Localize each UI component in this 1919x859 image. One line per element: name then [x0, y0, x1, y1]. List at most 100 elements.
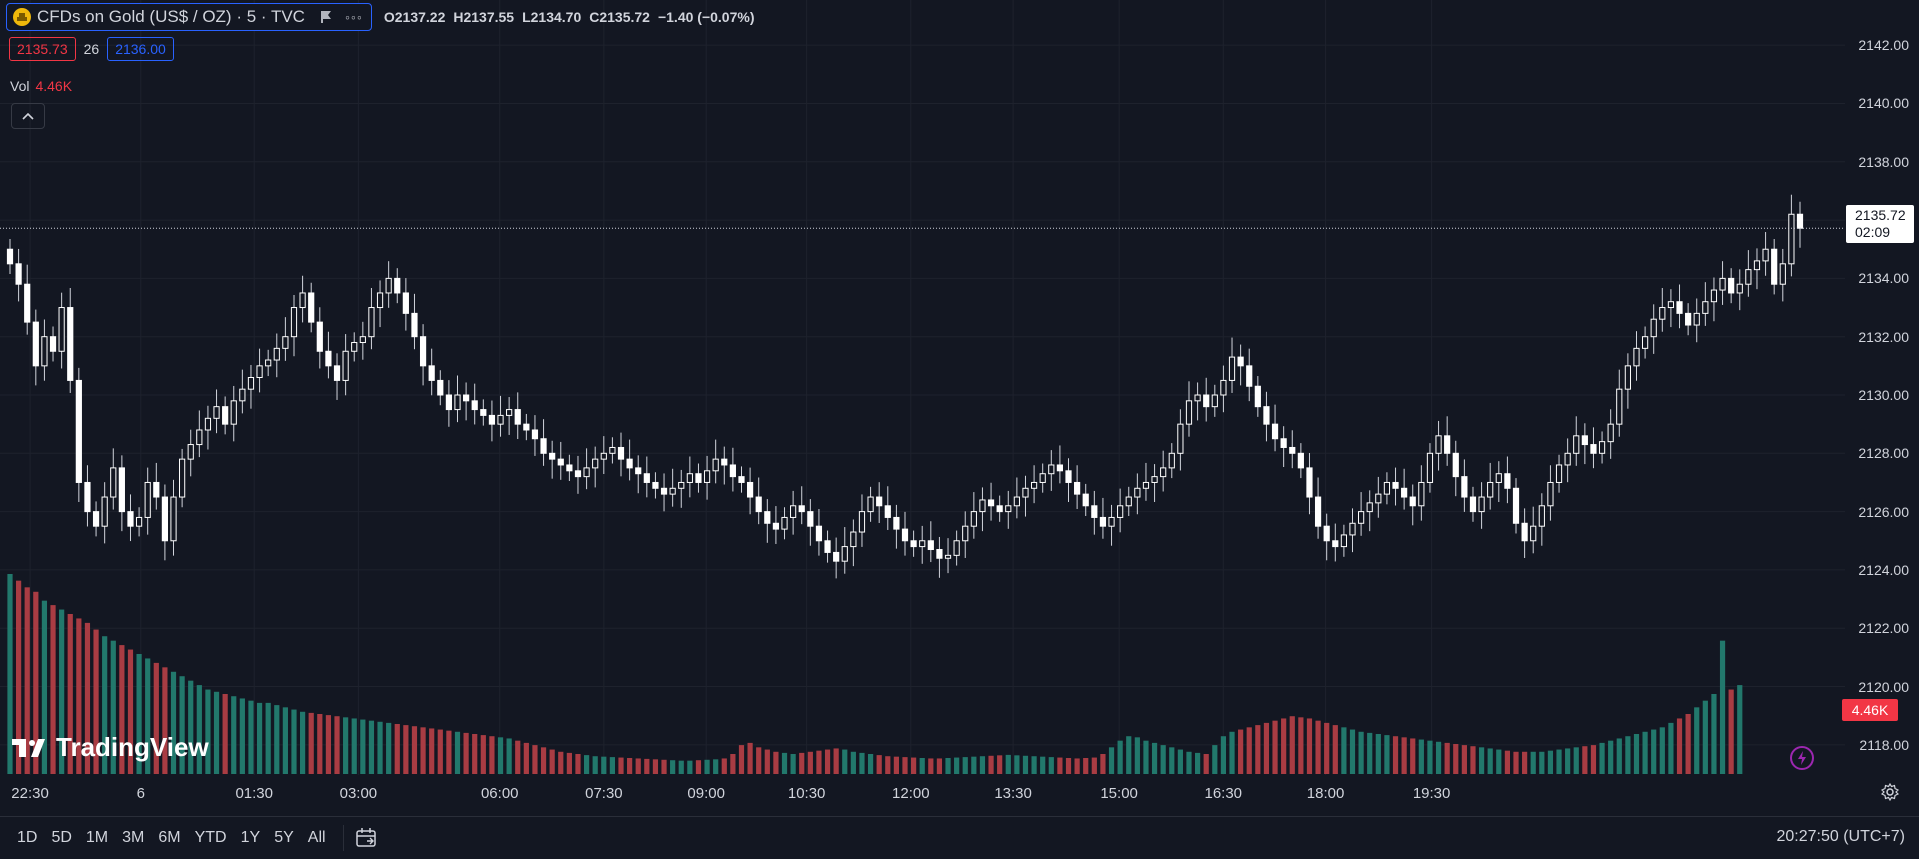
- candle-body: [342, 350, 349, 381]
- range-button-all[interactable]: All: [307, 829, 326, 846]
- candle-body: [1349, 522, 1356, 536]
- price-tick-label: 2134.00: [1858, 270, 1909, 287]
- candle-body: [626, 458, 633, 469]
- volume-bar: [1513, 751, 1519, 774]
- volume-bar: [1608, 740, 1614, 774]
- volume-bar: [1272, 720, 1278, 774]
- time-axis[interactable]: 22:30 6 01:30 03:00 06:00 07:30 09:00 10:30 12:0…: [0, 775, 1845, 815]
- volume-bar: [1435, 741, 1442, 774]
- candle-body: [84, 481, 91, 513]
- time-tick-label: 22:30: [11, 785, 49, 802]
- volume-bar: [781, 752, 788, 774]
- candle-body: [1108, 516, 1115, 527]
- more-options-icon[interactable]: ◦◦◦: [344, 9, 363, 25]
- range-button-5y[interactable]: 5Y: [274, 829, 294, 846]
- candle-body: [1495, 473, 1502, 483]
- volume-bar: [1091, 757, 1097, 774]
- candle-body: [1659, 307, 1666, 320]
- candle-body: [58, 307, 65, 352]
- volume-bar: [1392, 736, 1399, 774]
- volume-bar: [609, 757, 616, 774]
- range-button-1m[interactable]: 1M: [85, 829, 109, 846]
- volume-bar: [136, 654, 142, 774]
- candle-body: [75, 379, 82, 483]
- volume-bar: [1169, 747, 1175, 774]
- volume-bar: [1134, 737, 1140, 774]
- candle-body: [609, 446, 616, 454]
- candle-body: [1013, 496, 1020, 507]
- gold-coin-icon: [13, 8, 31, 26]
- candle-body: [1074, 481, 1081, 495]
- volume-bar: [644, 758, 650, 774]
- symbol-selector[interactable]: CFDs on Gold (US$ / OZ) · 5 · TVC ◦◦◦: [6, 3, 372, 31]
- volume-bar: [76, 618, 82, 774]
- volume-bar: [1556, 749, 1562, 774]
- candle-body: [652, 481, 659, 489]
- candle-body: [411, 312, 418, 338]
- candle-body: [1022, 487, 1029, 498]
- candle-body: [1547, 481, 1554, 507]
- range-button-6m[interactable]: 6M: [158, 829, 181, 846]
- range-button-5d[interactable]: 5D: [51, 829, 72, 846]
- price-tick-label: 2132.00: [1858, 328, 1909, 345]
- volume-bar: [231, 696, 237, 774]
- candle-body: [1280, 438, 1287, 448]
- collapse-legend-button[interactable]: [11, 103, 45, 129]
- clock-timezone[interactable]: 20:27:50 (UTC+7): [1776, 828, 1905, 845]
- candle-body: [738, 476, 745, 483]
- candle-body: [1168, 452, 1175, 469]
- candle-body: [540, 438, 547, 454]
- volume-bar: [799, 752, 805, 774]
- candle-body: [1564, 452, 1571, 466]
- candle-body: [282, 336, 289, 349]
- candle-body: [695, 473, 702, 483]
- flag-icon[interactable]: [319, 10, 333, 24]
- candle-body: [1624, 365, 1631, 390]
- volume-bar: [1702, 700, 1708, 774]
- volume-bar: [945, 758, 951, 774]
- range-button-1y[interactable]: 1Y: [240, 829, 261, 846]
- volume-bar: [446, 730, 452, 774]
- candle-body: [1590, 444, 1597, 454]
- volume-bar: [515, 740, 521, 774]
- volume-bar: [127, 649, 134, 774]
- volume-bar: [738, 745, 745, 774]
- volume-bar: [842, 749, 848, 774]
- volume-bar: [179, 676, 185, 774]
- range-button-ytd[interactable]: YTD: [194, 829, 227, 846]
- volume-bar: [1203, 754, 1209, 774]
- candle-body: [1504, 473, 1511, 489]
- volume-bar: [1349, 729, 1356, 774]
- candle-body: [901, 528, 909, 542]
- low-value: L2134.70: [522, 9, 582, 25]
- volume-bar: [119, 645, 125, 774]
- candle-body: [1142, 481, 1150, 489]
- candle-body: [1702, 301, 1709, 314]
- gear-icon[interactable]: [1881, 783, 1899, 801]
- volume-bar: [1315, 720, 1321, 774]
- volume-bar: [1582, 746, 1588, 774]
- candle-body: [1745, 269, 1752, 285]
- candle-body: [583, 467, 590, 478]
- calendar-goto-icon[interactable]: [354, 826, 380, 850]
- candle-body: [1160, 467, 1167, 478]
- volume-bar: [67, 614, 73, 774]
- candle-body: [1487, 481, 1494, 498]
- volume-bar: [1676, 718, 1683, 774]
- volume-legend: Vol 4.46K: [10, 78, 72, 94]
- candle-body: [1297, 452, 1304, 469]
- bid-button[interactable]: 2135.73: [9, 37, 76, 61]
- range-button-3m[interactable]: 3M: [122, 829, 145, 846]
- price-chart[interactable]: [0, 0, 1919, 816]
- candle-body: [1383, 481, 1391, 495]
- lightning-icon[interactable]: [1789, 745, 1815, 771]
- candle-body: [703, 470, 711, 483]
- volume-bar: [1298, 717, 1304, 774]
- volume-bar: [162, 667, 168, 774]
- volume-bar: [1358, 731, 1364, 774]
- volume-bar: [730, 754, 736, 774]
- range-button-1d[interactable]: 1D: [17, 829, 38, 846]
- volume-bar: [678, 760, 684, 774]
- volume-bar: [575, 754, 581, 774]
- ask-button[interactable]: 2136.00: [107, 37, 174, 61]
